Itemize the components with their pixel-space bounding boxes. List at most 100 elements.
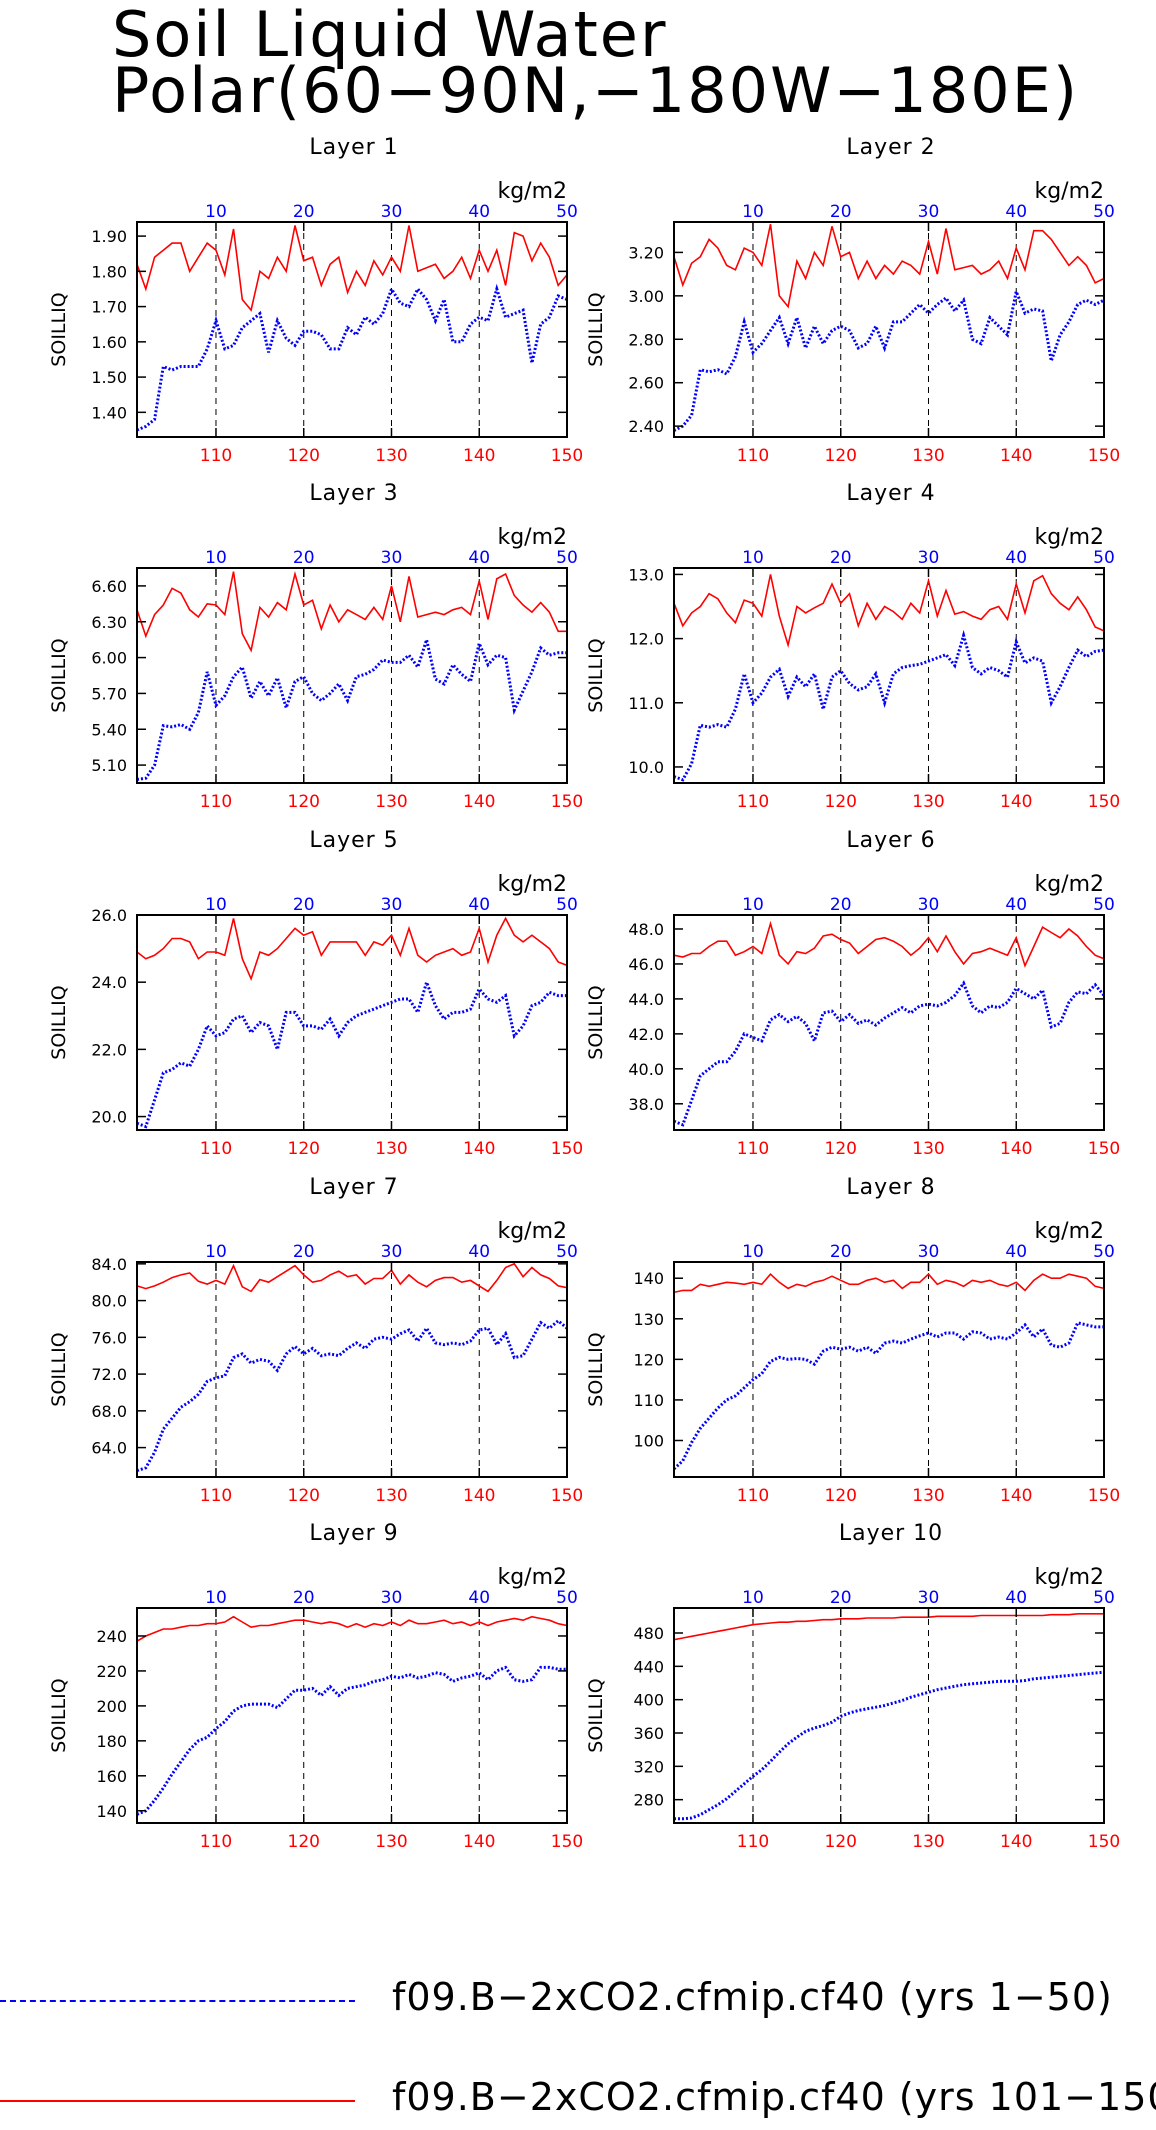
top-x-tick-label: 20	[293, 202, 315, 222]
y-tick-label: 440	[633, 1657, 664, 1676]
series-line-yrs-1-50	[673, 980, 1106, 1127]
bottom-x-tick-label: 110	[737, 446, 769, 466]
chart-panel-3: Layer 3 kg/m2 5.10 5.40 5.70 6.00 6.30 6.60 110 1…	[48, 481, 583, 812]
panel-title: Layer 8	[846, 1175, 935, 1200]
panel-title: Layer 2	[846, 135, 935, 160]
top-axis-unit: kg/m2	[497, 1565, 567, 1590]
top-axis-unit: kg/m2	[1034, 872, 1104, 897]
top-x-tick-label: 30	[918, 1588, 940, 1608]
series-line-yrs-101-150	[673, 1273, 1105, 1294]
chart-panel-2: Layer 2 kg/m2 2.40 2.60 2.80 3.00 3.20 110 120 13…	[585, 135, 1120, 466]
top-x-tick-label: 30	[381, 202, 403, 222]
y-tick-label: 26.0	[91, 906, 127, 925]
y-tick-label: 44.0	[628, 990, 664, 1009]
series-line-yrs-1-50	[673, 286, 1105, 432]
y-axis-label: SOILLIQ	[48, 638, 70, 712]
chart-panel-6: Layer 6 kg/m2 38.0 40.0 42.0 44.0 46.0 48.0 110 1…	[585, 828, 1120, 1159]
panel-title: Layer 10	[839, 1521, 943, 1546]
bottom-x-tick-label: 150	[551, 446, 583, 466]
bottom-x-tick-label: 150	[1088, 792, 1120, 812]
top-x-tick-label: 10	[742, 548, 764, 568]
series-line-yrs-101-150	[673, 1613, 1104, 1641]
bottom-x-tick-label: 140	[463, 446, 495, 466]
chart-panels: Layer 1 kg/m2 1.40 1.50 1.60 1.70 1.80 1.90 110 1…	[48, 135, 1120, 1852]
plot-frame	[673, 221, 1105, 438]
bottom-x-tick-label: 150	[1088, 1486, 1120, 1506]
y-tick-label: 2.80	[628, 330, 664, 349]
bottom-x-tick-label: 110	[200, 446, 232, 466]
bottom-x-tick-label: 130	[375, 792, 407, 812]
top-x-tick-label: 20	[293, 1588, 315, 1608]
bottom-x-tick-label: 140	[1000, 1486, 1032, 1506]
bottom-x-tick-label: 140	[1000, 446, 1032, 466]
chart-panel-10: Layer 10 kg/m2 280 320 360 400 440 480 110 120 130…	[585, 1521, 1120, 1852]
series-line-yrs-1-50	[136, 1665, 567, 1816]
y-tick-label: 180	[96, 1732, 127, 1751]
top-x-tick-label: 30	[918, 202, 940, 222]
top-x-tick-label: 40	[468, 1588, 490, 1608]
top-x-tick-label: 50	[556, 1588, 578, 1608]
series-line-yrs-101-150	[136, 570, 567, 653]
top-axis-unit: kg/m2	[497, 872, 567, 897]
y-tick-label: 480	[633, 1624, 664, 1643]
top-x-tick-label: 30	[381, 1242, 403, 1262]
top-x-tick-label: 50	[1093, 1588, 1115, 1608]
bottom-x-tick-label: 120	[288, 1832, 320, 1852]
y-axis-label: SOILLIQ	[585, 292, 607, 366]
top-x-tick-label: 20	[293, 1242, 315, 1262]
y-tick-label: 5.70	[91, 684, 127, 703]
bottom-x-tick-label: 120	[825, 1832, 857, 1852]
y-tick-label: 6.60	[91, 577, 127, 596]
bottom-x-tick-label: 110	[200, 1486, 232, 1506]
bottom-x-tick-label: 110	[737, 1139, 769, 1159]
bottom-x-tick-label: 150	[1088, 446, 1120, 466]
top-x-tick-label: 30	[918, 895, 940, 915]
bottom-x-tick-label: 110	[737, 1832, 769, 1852]
y-tick-label: 80.0	[91, 1292, 127, 1311]
top-x-tick-label: 20	[830, 895, 852, 915]
bottom-x-tick-label: 140	[463, 792, 495, 812]
bottom-x-tick-label: 120	[288, 792, 320, 812]
y-tick-label: 1.90	[91, 227, 127, 246]
panel-title: Layer 3	[309, 481, 398, 506]
top-axis-unit: kg/m2	[497, 1219, 567, 1244]
plot-frame	[673, 1261, 1105, 1478]
y-tick-label: 42.0	[628, 1025, 664, 1044]
top-x-tick-label: 50	[556, 202, 578, 222]
bottom-x-tick-label: 120	[825, 446, 857, 466]
top-axis-unit: kg/m2	[497, 525, 567, 550]
top-x-tick-label: 30	[381, 548, 403, 568]
bottom-x-tick-label: 120	[288, 1486, 320, 1506]
y-tick-label: 3.00	[628, 287, 664, 306]
top-x-tick-label: 20	[830, 548, 852, 568]
chart-panel-8: Layer 8 kg/m2 100 110 120 130 140 110 120 130 140 1…	[585, 1175, 1120, 1506]
series-line-yrs-101-150	[136, 916, 568, 982]
chart-title-line-1: Soil Liquid Water	[112, 0, 668, 71]
panel-title: Layer 4	[846, 481, 935, 506]
bottom-x-tick-label: 120	[288, 1139, 320, 1159]
top-x-tick-label: 30	[381, 895, 403, 915]
y-tick-label: 40.0	[628, 1060, 664, 1079]
top-x-tick-label: 30	[381, 1588, 403, 1608]
chart-panel-1: Layer 1 kg/m2 1.40 1.50 1.60 1.70 1.80 1.90 110 1…	[48, 135, 583, 466]
bottom-x-tick-label: 150	[1088, 1832, 1120, 1852]
bottom-x-tick-label: 120	[825, 1139, 857, 1159]
legend-swatch-dashed-blue	[0, 2000, 355, 2002]
y-tick-label: 3.20	[628, 243, 664, 262]
y-tick-label: 200	[96, 1697, 127, 1716]
top-x-tick-label: 40	[468, 202, 490, 222]
bottom-x-tick-label: 110	[200, 792, 232, 812]
y-tick-label: 130	[633, 1310, 664, 1329]
y-tick-label: 320	[633, 1757, 664, 1776]
panel-title: Layer 9	[309, 1521, 398, 1546]
top-x-tick-label: 10	[205, 1588, 227, 1608]
chart-panel-5: Layer 5 kg/m2 20.0 22.0 24.0 26.0 110 120 130 140…	[48, 828, 583, 1159]
series-line-yrs-1-50	[136, 633, 567, 781]
bottom-x-tick-label: 150	[551, 792, 583, 812]
plot-frame	[136, 221, 568, 438]
y-tick-label: 1.80	[91, 262, 127, 281]
panel-title: Layer 5	[309, 828, 398, 853]
series-line-yrs-1-50	[136, 1318, 568, 1473]
y-tick-label: 76.0	[91, 1328, 127, 1347]
bottom-x-tick-label: 110	[200, 1139, 232, 1159]
